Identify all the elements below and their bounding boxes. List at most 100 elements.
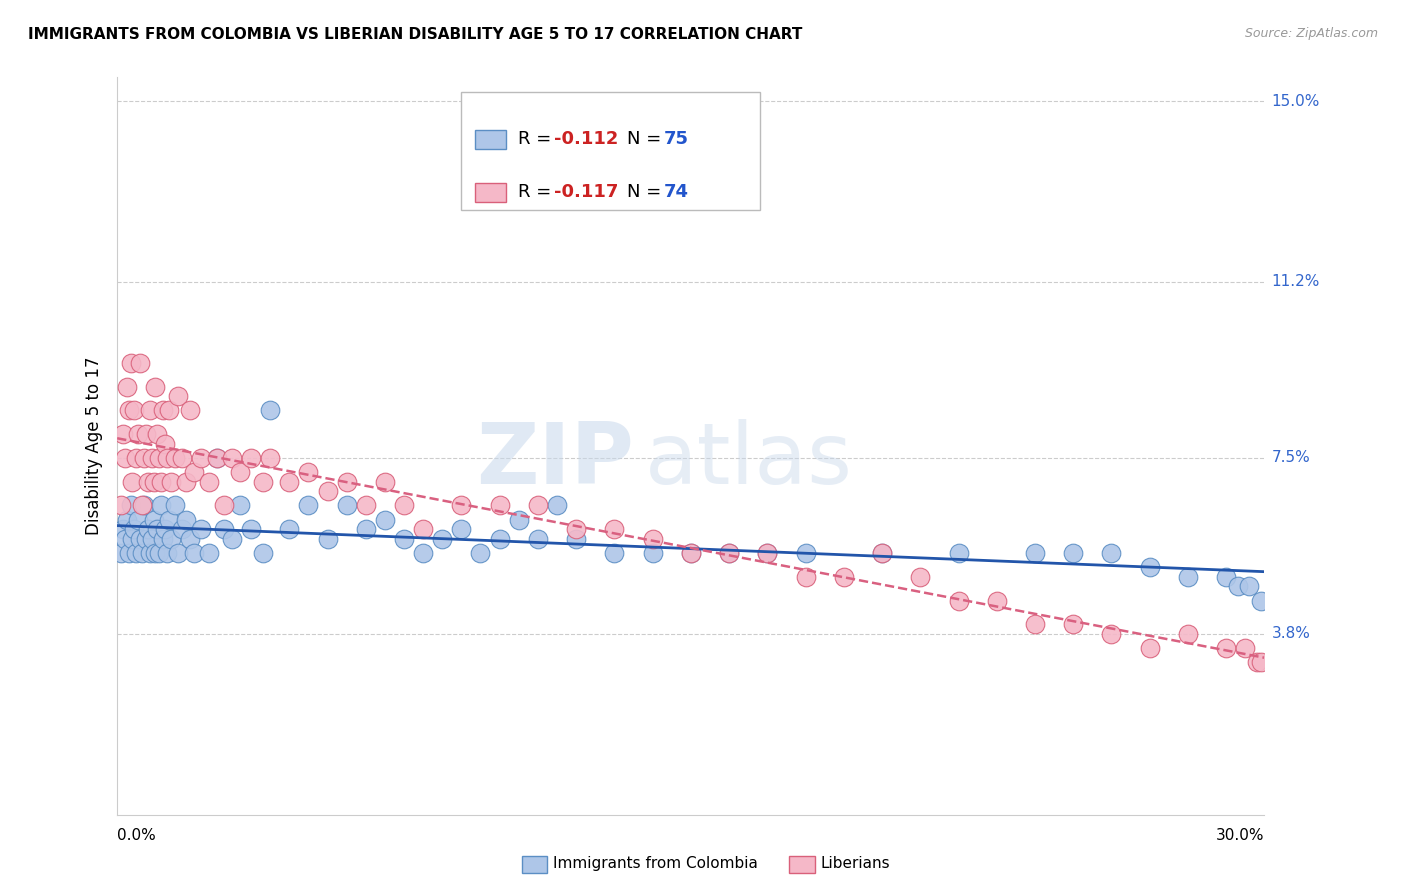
Point <box>131 546 153 560</box>
Point <box>114 532 136 546</box>
Point <box>114 450 136 465</box>
Point <box>198 546 221 560</box>
Point <box>336 499 359 513</box>
Point <box>794 546 817 560</box>
Point <box>145 379 167 393</box>
Point <box>136 475 159 489</box>
Point <box>148 450 170 465</box>
Point <box>603 522 626 536</box>
Point <box>392 499 415 513</box>
Point <box>111 427 134 442</box>
Point <box>508 513 530 527</box>
Point <box>1062 617 1084 632</box>
Point <box>156 546 179 560</box>
Text: 0.0%: 0.0% <box>117 828 156 843</box>
Point <box>252 546 274 560</box>
Point <box>488 532 510 546</box>
Point <box>1177 627 1199 641</box>
Point <box>948 593 970 607</box>
Point <box>159 475 181 489</box>
Point <box>1177 570 1199 584</box>
Text: 11.2%: 11.2% <box>1271 275 1320 289</box>
Point <box>141 450 163 465</box>
Point <box>190 450 212 465</box>
Point <box>1139 641 1161 656</box>
Point <box>221 532 243 546</box>
Point <box>278 475 301 489</box>
Point <box>603 546 626 560</box>
Point <box>167 546 190 560</box>
Point <box>718 546 741 560</box>
Point <box>470 546 492 560</box>
Point <box>259 403 281 417</box>
Y-axis label: Disability Age 5 to 17: Disability Age 5 to 17 <box>86 357 103 535</box>
Point <box>142 513 165 527</box>
Point <box>163 499 186 513</box>
Point <box>141 532 163 546</box>
Point <box>1062 546 1084 560</box>
Text: R =: R = <box>517 184 557 202</box>
Point <box>121 532 143 546</box>
Point <box>183 546 205 560</box>
Point <box>121 475 143 489</box>
Point <box>214 522 236 536</box>
Point <box>174 475 197 489</box>
Point <box>679 546 702 560</box>
Point <box>756 546 779 560</box>
Point <box>252 475 274 489</box>
Point <box>205 450 228 465</box>
Text: 74: 74 <box>664 184 689 202</box>
Text: -0.112: -0.112 <box>554 130 619 148</box>
Point <box>110 499 132 513</box>
Point <box>1226 579 1249 593</box>
Point <box>986 593 1008 607</box>
Point <box>870 546 893 560</box>
Point <box>146 522 169 536</box>
Point <box>132 450 155 465</box>
Point <box>118 546 141 560</box>
Point <box>336 475 359 489</box>
Point <box>794 570 817 584</box>
Point <box>527 499 550 513</box>
Point <box>138 546 160 560</box>
Point <box>718 546 741 560</box>
Point <box>259 450 281 465</box>
Text: 30.0%: 30.0% <box>1216 828 1264 843</box>
Point <box>1101 627 1123 641</box>
Point <box>1250 593 1272 607</box>
Point <box>135 532 157 546</box>
Text: atlas: atlas <box>645 419 853 502</box>
Point <box>832 570 855 584</box>
Point <box>152 403 174 417</box>
Text: IMMIGRANTS FROM COLOMBIA VS LIBERIAN DISABILITY AGE 5 TO 17 CORRELATION CHART: IMMIGRANTS FROM COLOMBIA VS LIBERIAN DIS… <box>28 27 803 42</box>
Point <box>205 450 228 465</box>
Point <box>354 522 377 536</box>
Point <box>159 532 181 546</box>
Text: 3.8%: 3.8% <box>1271 626 1310 641</box>
Text: 75: 75 <box>664 130 689 148</box>
Point <box>316 484 339 499</box>
Text: ZIP: ZIP <box>475 419 634 502</box>
Point <box>153 522 176 536</box>
Point <box>1024 546 1046 560</box>
Point <box>125 450 148 465</box>
Point <box>228 465 250 479</box>
Point <box>148 546 170 560</box>
Point <box>115 379 138 393</box>
Point <box>132 499 155 513</box>
Point <box>127 513 149 527</box>
Point <box>297 465 319 479</box>
Point <box>432 532 454 546</box>
Point <box>163 450 186 465</box>
Point <box>228 499 250 513</box>
Point <box>488 499 510 513</box>
Point <box>910 570 932 584</box>
Point <box>641 532 664 546</box>
Text: N =: N = <box>627 130 668 148</box>
Point <box>172 450 194 465</box>
Point <box>124 403 146 417</box>
Point <box>179 532 201 546</box>
Point <box>354 499 377 513</box>
Point <box>412 522 434 536</box>
Point <box>527 532 550 546</box>
